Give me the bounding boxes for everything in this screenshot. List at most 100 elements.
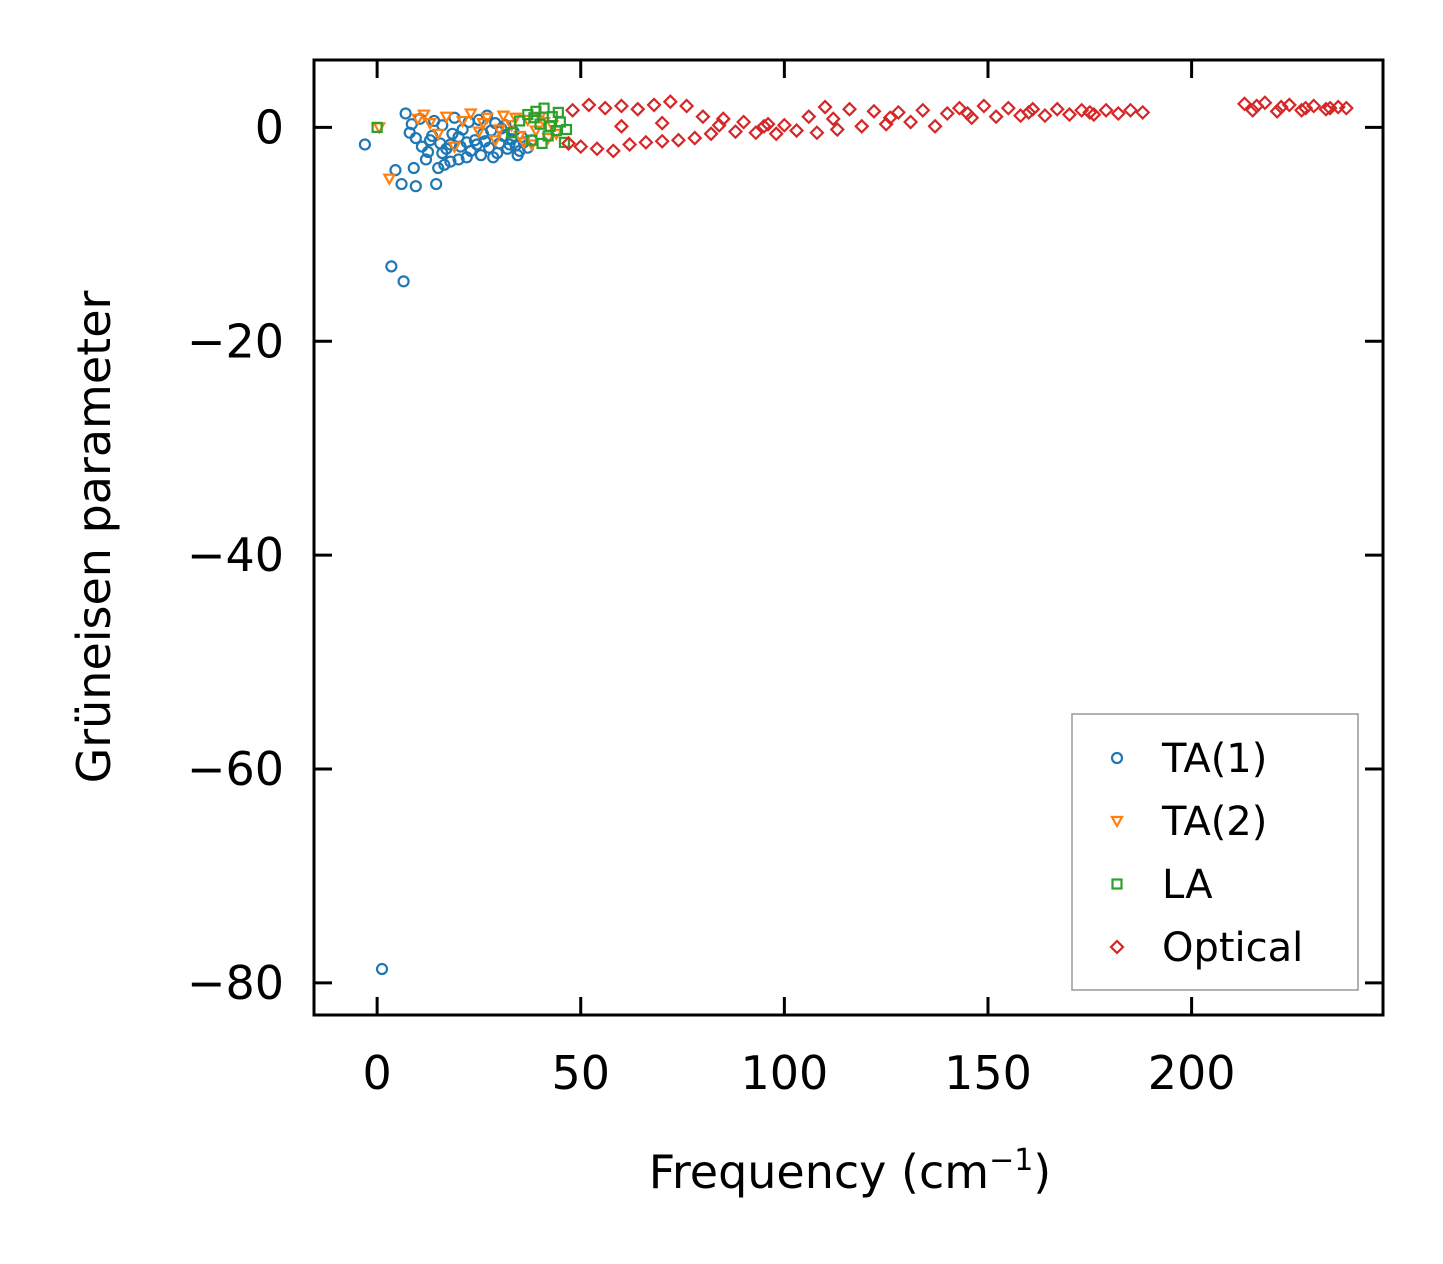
data-point bbox=[560, 123, 573, 136]
data-point bbox=[1322, 100, 1338, 116]
data-point bbox=[430, 177, 443, 191]
data-point bbox=[801, 109, 817, 125]
x-tick-label: 100 bbox=[740, 1046, 828, 1100]
data-point bbox=[439, 111, 454, 124]
data-marks bbox=[358, 94, 1354, 976]
data-point bbox=[589, 141, 605, 157]
data-point bbox=[407, 161, 420, 175]
data-point bbox=[1098, 102, 1114, 118]
data-point bbox=[455, 115, 470, 129]
legend-label: TA(2) bbox=[1161, 799, 1267, 845]
data-point bbox=[460, 136, 473, 149]
data-point bbox=[727, 124, 744, 140]
y-axis-label: Grüneisen parameter bbox=[67, 290, 121, 783]
data-point bbox=[1318, 101, 1334, 117]
data-point bbox=[882, 110, 898, 126]
data-point bbox=[748, 125, 764, 141]
data-point bbox=[1086, 106, 1102, 123]
data-point bbox=[399, 107, 412, 120]
x-axis-label-main: Frequency (cm bbox=[649, 1145, 989, 1199]
data-point bbox=[622, 136, 638, 153]
data-point bbox=[1293, 102, 1310, 118]
data-point bbox=[503, 138, 516, 151]
data-point bbox=[662, 94, 678, 110]
data-point bbox=[452, 153, 465, 166]
legend-entry: LA bbox=[1111, 862, 1213, 908]
data-point bbox=[964, 110, 980, 126]
data-point bbox=[395, 177, 408, 191]
data-point bbox=[679, 98, 695, 114]
data-point bbox=[960, 105, 976, 122]
data-point bbox=[514, 115, 526, 127]
x-tick-label: 150 bbox=[944, 1046, 1032, 1100]
data-point bbox=[444, 155, 457, 168]
legend-marker bbox=[1109, 939, 1125, 955]
data-point bbox=[516, 137, 531, 150]
series-la bbox=[371, 102, 573, 150]
data-point bbox=[472, 126, 486, 139]
data-point bbox=[1021, 104, 1037, 120]
legend-marker bbox=[1111, 878, 1123, 890]
y-tick-label: −40 bbox=[187, 528, 284, 582]
data-point bbox=[371, 121, 383, 133]
data-point bbox=[1110, 105, 1126, 122]
data-point bbox=[436, 146, 449, 160]
series-ta-1- bbox=[358, 107, 538, 976]
data-point bbox=[817, 99, 833, 115]
data-point bbox=[560, 135, 577, 151]
data-point bbox=[915, 102, 931, 118]
data-point bbox=[687, 130, 703, 146]
data-point bbox=[474, 149, 488, 162]
data-point bbox=[565, 102, 581, 118]
data-point bbox=[476, 117, 490, 131]
data-point bbox=[534, 118, 546, 130]
data-point bbox=[654, 133, 670, 149]
legend: TA(1) TA(2) LA Optical bbox=[1071, 713, 1359, 991]
data-point bbox=[536, 137, 548, 150]
data-point bbox=[405, 118, 418, 131]
data-point bbox=[854, 118, 870, 134]
x-axis-label-close: ) bbox=[1033, 1145, 1051, 1199]
data-point bbox=[760, 116, 776, 132]
data-point bbox=[1135, 104, 1151, 120]
data-point bbox=[492, 124, 507, 137]
data-point bbox=[423, 134, 437, 147]
data-point bbox=[613, 118, 630, 134]
data-point bbox=[528, 112, 540, 124]
data-point bbox=[1074, 102, 1090, 118]
data-point bbox=[1082, 104, 1098, 120]
data-point bbox=[511, 149, 524, 162]
data-point bbox=[605, 143, 621, 159]
data-point bbox=[375, 962, 389, 976]
data-point bbox=[431, 128, 446, 142]
data-point bbox=[736, 114, 752, 130]
data-point bbox=[756, 118, 772, 134]
data-point bbox=[421, 145, 435, 159]
data-point bbox=[419, 153, 433, 166]
data-point bbox=[903, 114, 919, 130]
data-point bbox=[487, 151, 500, 164]
legend-entry: TA(2) bbox=[1110, 799, 1267, 845]
data-point bbox=[927, 118, 943, 134]
data-point bbox=[1257, 95, 1273, 111]
data-point bbox=[1122, 102, 1139, 118]
x-axis-label-superscript: −1 bbox=[989, 1143, 1033, 1178]
data-point bbox=[670, 132, 687, 148]
legend-entry: Optical bbox=[1109, 925, 1303, 971]
data-point bbox=[1000, 100, 1016, 116]
data-point bbox=[1273, 99, 1289, 115]
data-point bbox=[488, 135, 503, 148]
data-point bbox=[496, 110, 511, 123]
data-point bbox=[573, 139, 589, 155]
data-point bbox=[695, 109, 711, 125]
data-point bbox=[397, 275, 410, 288]
data-point bbox=[939, 105, 955, 122]
data-point bbox=[703, 126, 719, 142]
x-axis-label: Frequency (cm−1) bbox=[649, 1143, 1052, 1199]
data-point bbox=[409, 131, 422, 145]
data-point bbox=[432, 161, 445, 175]
data-point bbox=[358, 138, 372, 151]
data-point bbox=[1338, 100, 1354, 116]
data-point bbox=[1298, 100, 1314, 116]
data-point bbox=[597, 100, 613, 116]
